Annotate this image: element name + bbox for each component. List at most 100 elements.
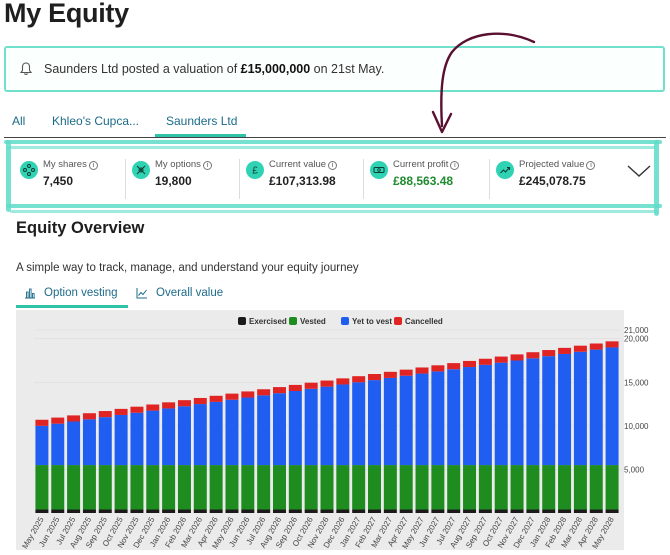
bar-segment xyxy=(98,509,112,513)
bar-segment xyxy=(542,356,556,466)
highlight-stroke-top-2 xyxy=(6,146,656,149)
valuation-notice: Saunders Ltd posted a valuation of £15,0… xyxy=(4,46,665,92)
chevron-down-icon[interactable] xyxy=(626,162,652,180)
bar-segment xyxy=(114,509,128,513)
cash-icon xyxy=(370,161,388,179)
bar-segment xyxy=(320,509,334,513)
y-tick-label: 21,000 xyxy=(624,326,649,335)
bar-segment xyxy=(288,465,302,510)
bar-segment xyxy=(193,509,207,513)
bar-segment xyxy=(304,388,318,466)
bar-segment xyxy=(399,509,413,513)
stat-value: 19,800 xyxy=(155,174,192,188)
stat-current-profit: Current profit i £88,563.48 xyxy=(364,159,490,199)
trend-icon xyxy=(496,161,514,179)
y-tick-label: 10,000 xyxy=(624,422,649,431)
bar-segment xyxy=(257,389,271,396)
bar-segment xyxy=(304,382,318,389)
bar-segment xyxy=(494,362,508,466)
bar-segment xyxy=(399,369,413,376)
y-tick-label: 15,000 xyxy=(624,378,649,387)
bar-segment xyxy=(162,465,176,510)
bar-segment xyxy=(573,351,587,466)
y-tick-label: 5,000 xyxy=(624,465,645,474)
bar-segment xyxy=(288,384,302,391)
bar-segment xyxy=(447,509,461,513)
bar-segment xyxy=(605,465,619,510)
info-icon[interactable]: i xyxy=(328,161,338,170)
bar-segment xyxy=(494,509,508,513)
tab-saunders-ltd[interactable]: Saunders Ltd xyxy=(166,114,238,128)
bar-segment xyxy=(114,414,128,466)
valuation-amount: £15,000,000 xyxy=(240,62,311,76)
bar-segment xyxy=(605,347,619,466)
stat-value: £245,078.75 xyxy=(519,174,586,188)
bar-segment xyxy=(383,371,397,378)
section-title: Equity Overview xyxy=(16,219,145,237)
bar-segment xyxy=(526,465,540,510)
info-icon[interactable]: i xyxy=(450,161,460,170)
bar-segment xyxy=(193,465,207,510)
tab-option-vesting[interactable]: Option vesting xyxy=(24,287,118,299)
bar-segment xyxy=(589,509,603,513)
bar-segment xyxy=(35,465,49,510)
options-icon xyxy=(132,161,150,179)
bar-segment xyxy=(320,465,334,510)
active-view-indicator xyxy=(16,305,128,308)
info-icon[interactable]: i xyxy=(202,161,212,170)
info-icon[interactable]: i xyxy=(586,161,596,170)
bar-segment xyxy=(336,465,350,510)
bar-segment xyxy=(257,509,271,513)
info-icon[interactable]: i xyxy=(88,161,98,170)
bar-segment xyxy=(146,509,160,513)
bar-segment xyxy=(304,509,318,513)
bar-segment xyxy=(415,373,429,466)
bar-segment xyxy=(225,465,239,510)
bar-segment xyxy=(82,509,96,513)
legend-label: Vested xyxy=(300,317,326,326)
bar-segment xyxy=(510,465,524,510)
bar-segment xyxy=(415,465,429,510)
stat-projected-value: Projected value i £245,078.75 xyxy=(490,159,614,199)
bar-segment xyxy=(130,465,144,510)
stats-row: My shares i 7,450 My options i 19,800 £ Cu… xyxy=(14,155,654,203)
bar-segment xyxy=(558,347,572,354)
tab-overall-value[interactable]: Overall value xyxy=(136,287,223,299)
bar-segment xyxy=(605,509,619,513)
bar-segment xyxy=(130,412,144,466)
bar-segment xyxy=(67,465,81,510)
bar-segment xyxy=(573,465,587,510)
bar-segment xyxy=(114,408,128,415)
pound-icon: £ xyxy=(246,161,264,179)
bar-segment xyxy=(368,380,382,466)
bar-segment xyxy=(478,358,492,365)
bar-segment xyxy=(241,509,255,513)
bar-segment xyxy=(383,509,397,513)
bar-segment xyxy=(146,465,160,510)
svg-text:£: £ xyxy=(252,166,258,177)
bar-segment xyxy=(415,509,429,513)
legend-swatch xyxy=(289,317,297,325)
bar-segment xyxy=(573,345,587,352)
bar-segment xyxy=(98,411,112,418)
bar-segment xyxy=(67,509,81,513)
bar-segment xyxy=(542,465,556,510)
bar-segment xyxy=(225,399,239,466)
bar-segment xyxy=(589,343,603,350)
bar-segment xyxy=(162,509,176,513)
bar-segment xyxy=(209,395,223,402)
bar-segment xyxy=(605,341,619,348)
stat-label: Current value xyxy=(269,159,327,170)
bar-segment xyxy=(542,350,556,357)
bar-segment xyxy=(399,465,413,510)
bar-segment xyxy=(463,367,477,466)
bar-segment xyxy=(177,400,191,407)
bar-segment xyxy=(82,419,96,466)
stat-label: My shares xyxy=(43,159,87,170)
bar-segment xyxy=(415,367,429,374)
bar-segment xyxy=(368,509,382,513)
bar-segment xyxy=(209,509,223,513)
tab-all[interactable]: All xyxy=(12,114,26,128)
bar-segment xyxy=(35,425,49,466)
tab-khleos-cupcakes[interactable]: Khleo's Cupca... xyxy=(52,114,140,128)
